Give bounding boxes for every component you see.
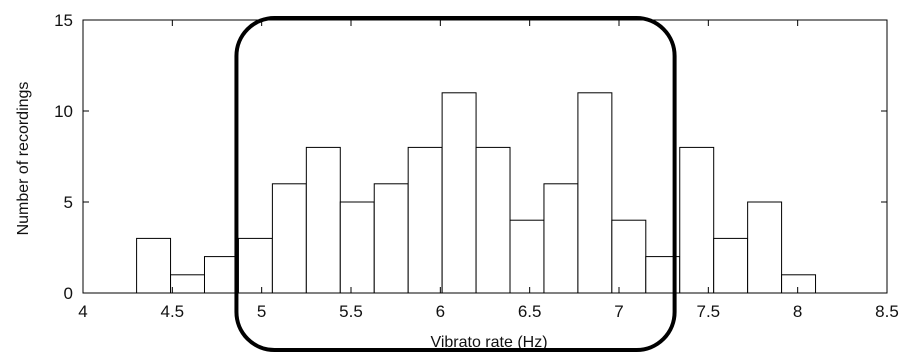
x-tick-label: 7.5: [697, 302, 721, 321]
histogram-bar: [611, 219, 647, 294]
y-tick-labels: 0 5 10 15: [54, 11, 73, 303]
histogram-bar: [339, 201, 375, 294]
x-tick-label: 4.5: [161, 302, 185, 321]
y-axis-label: Number of recordings: [15, 82, 32, 236]
y-tick-label: 15: [54, 11, 73, 30]
y-tick-label: 5: [64, 193, 73, 212]
histogram-bar: [305, 146, 341, 294]
histogram-bar: [781, 274, 817, 294]
x-tick-label: 6.5: [518, 302, 542, 321]
histogram-bar: [679, 146, 715, 294]
highlight-rounded-box: [234, 16, 677, 352]
x-axis-label: Vibrato rate (Hz): [430, 334, 547, 351]
histogram-bar: [170, 274, 206, 294]
histogram-bar: [475, 146, 511, 294]
x-tick-label: 8: [793, 302, 802, 321]
histogram-bar: [407, 146, 443, 294]
x-tick-label: 8.5: [875, 302, 899, 321]
histogram-bar: [441, 92, 477, 294]
x-tick-label: 4: [78, 302, 87, 321]
histogram-bar: [543, 183, 579, 294]
x-tick-label: 7: [614, 302, 623, 321]
histogram-bar: [271, 183, 307, 294]
histogram-bar: [136, 237, 172, 294]
x-tick-labels: 4 4.5 5 5.5 6 6.5 7 7.5 8 8.5: [78, 302, 899, 321]
y-tick-label: 0: [64, 284, 73, 303]
x-tick-label: 5: [257, 302, 266, 321]
bars-layer: [136, 92, 817, 294]
histogram-bar: [509, 219, 545, 294]
ticks-layer: [82, 19, 888, 294]
histogram-bar: [577, 92, 613, 294]
x-tick-label: 5.5: [339, 302, 363, 321]
x-tick-label: 6: [436, 302, 445, 321]
histogram-bar: [747, 201, 783, 294]
histogram-bar: [373, 183, 409, 294]
histogram-bar: [237, 237, 273, 294]
histogram-bar: [203, 256, 239, 294]
histogram-bar: [713, 237, 749, 294]
y-tick-label: 10: [54, 102, 73, 121]
